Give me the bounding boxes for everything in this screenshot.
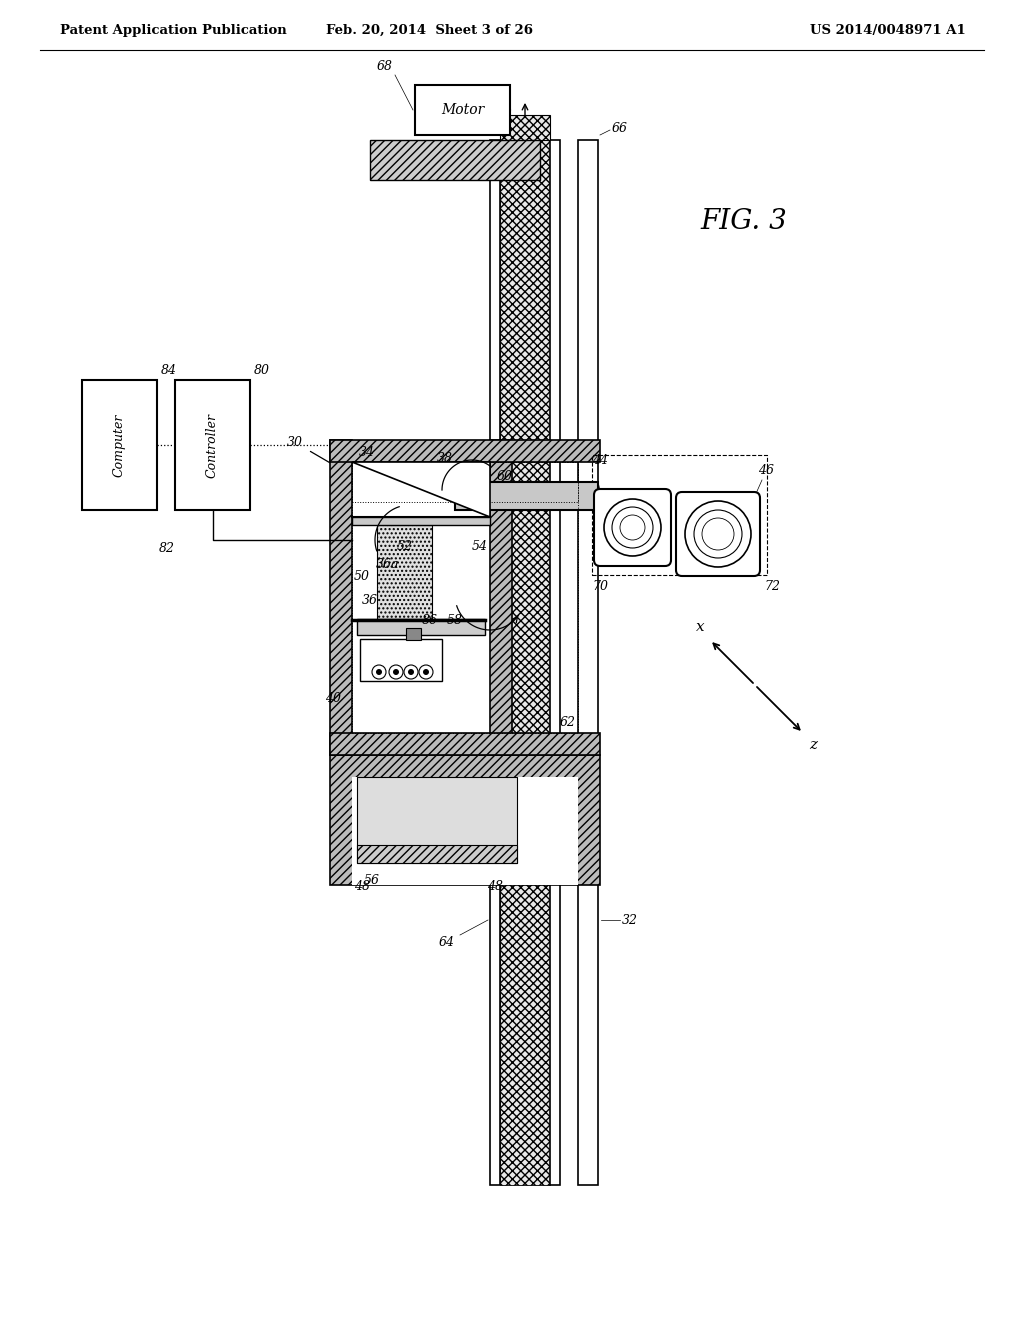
Bar (330, 440, 600, 462)
Circle shape (702, 517, 734, 550)
Text: FIG. 3: FIG. 3 (700, 209, 786, 235)
Bar (455, 482, 598, 510)
Text: 50: 50 (354, 569, 370, 582)
Bar (578, 140, 598, 1185)
Bar (352, 462, 578, 502)
Text: 48: 48 (354, 880, 370, 894)
FancyBboxPatch shape (360, 639, 442, 681)
Polygon shape (352, 462, 490, 517)
Text: 70: 70 (592, 581, 608, 594)
Bar (592, 455, 767, 576)
Bar (406, 628, 421, 640)
Text: 32: 32 (622, 913, 638, 927)
Text: 44: 44 (592, 454, 608, 467)
Bar (500, 140, 550, 1185)
Bar (352, 517, 490, 525)
Bar (330, 440, 352, 755)
Bar (330, 755, 600, 884)
Text: Controller: Controller (206, 412, 219, 478)
Text: 66: 66 (612, 121, 628, 135)
Bar (490, 140, 500, 1185)
Circle shape (408, 669, 414, 675)
Text: 68: 68 (377, 61, 393, 74)
Text: x: x (695, 620, 705, 634)
Circle shape (604, 499, 662, 556)
Text: 84: 84 (161, 363, 177, 376)
FancyBboxPatch shape (594, 488, 671, 566)
Circle shape (612, 507, 653, 548)
Text: 54: 54 (472, 540, 488, 553)
Text: US 2014/0048971 A1: US 2014/0048971 A1 (810, 24, 966, 37)
Text: 80: 80 (254, 363, 270, 376)
Text: 38: 38 (437, 451, 453, 465)
Text: 60: 60 (497, 470, 513, 483)
Text: 72: 72 (764, 581, 780, 594)
Text: 40: 40 (325, 692, 341, 705)
FancyBboxPatch shape (676, 492, 760, 576)
Text: 58: 58 (447, 614, 463, 627)
Circle shape (393, 669, 399, 675)
Bar (415, 84, 510, 135)
Text: 30: 30 (287, 436, 303, 449)
Circle shape (419, 665, 433, 678)
Bar (330, 733, 600, 755)
Circle shape (372, 665, 386, 678)
Bar (82, 380, 157, 510)
Text: Computer: Computer (113, 413, 126, 477)
Circle shape (620, 515, 645, 540)
Text: 48: 48 (487, 880, 503, 894)
Circle shape (389, 665, 403, 678)
Bar (370, 140, 540, 180)
Bar (357, 777, 517, 863)
Text: 36: 36 (362, 594, 378, 606)
Text: z: z (809, 738, 817, 752)
Bar (352, 462, 490, 733)
Text: 64: 64 (439, 936, 455, 949)
Text: 86: 86 (422, 614, 438, 627)
Text: 56: 56 (364, 874, 380, 887)
Bar (357, 619, 485, 635)
Circle shape (694, 510, 742, 558)
Text: 34: 34 (359, 446, 375, 458)
Bar (352, 777, 578, 884)
Circle shape (376, 669, 382, 675)
Bar (377, 525, 432, 619)
Text: 36a: 36a (376, 557, 399, 570)
Text: 82: 82 (159, 541, 175, 554)
Text: Motor: Motor (441, 103, 484, 117)
Text: Patent Application Publication: Patent Application Publication (60, 24, 287, 37)
Circle shape (404, 665, 418, 678)
Text: 62: 62 (560, 715, 575, 729)
Text: 52: 52 (396, 540, 413, 553)
Bar (490, 440, 512, 755)
Text: Feb. 20, 2014  Sheet 3 of 26: Feb. 20, 2014 Sheet 3 of 26 (327, 24, 534, 37)
Circle shape (423, 669, 429, 675)
Bar (352, 462, 578, 733)
Bar (357, 845, 517, 863)
Bar (500, 115, 550, 140)
Text: 46: 46 (758, 463, 774, 477)
Bar (550, 140, 560, 1185)
Bar (175, 380, 250, 510)
Circle shape (685, 502, 751, 568)
